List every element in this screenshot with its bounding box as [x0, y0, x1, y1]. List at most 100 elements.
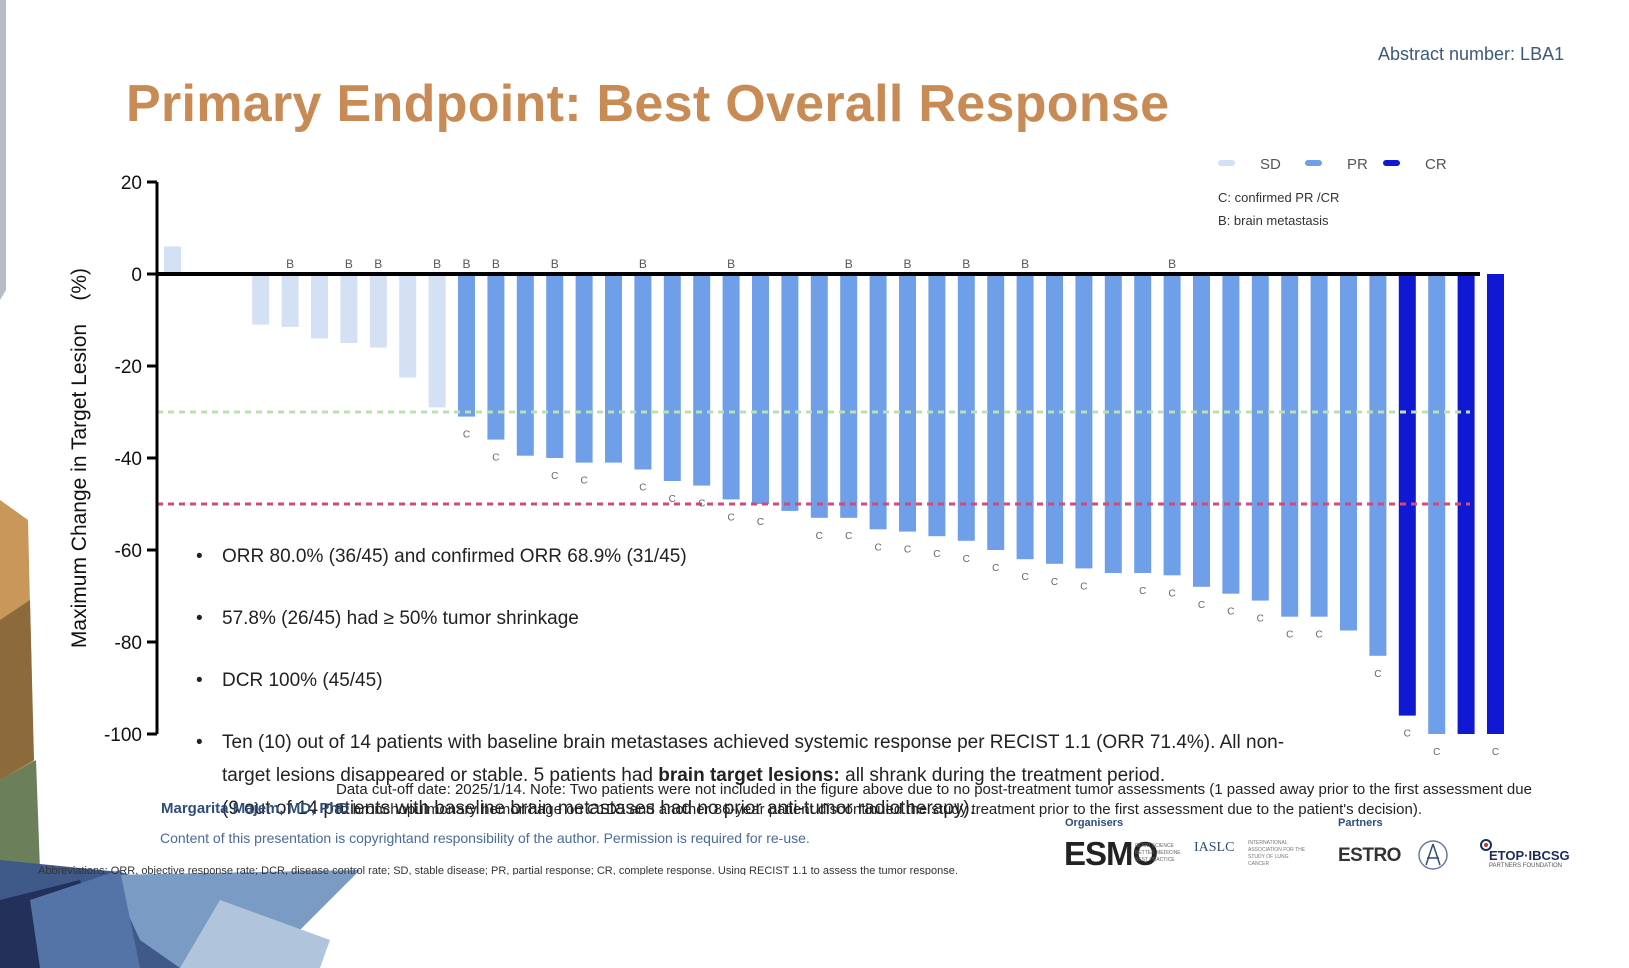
confirmed-marker-11: C — [463, 430, 470, 441]
confirmed-marker-44: C — [1433, 747, 1440, 758]
legend-note-2: B: brain metastasis — [1218, 213, 1329, 228]
bullet-brain-text-3: (9 out of 14 patients with baseline brai… — [222, 798, 976, 819]
confirmed-marker-17: C — [639, 483, 646, 494]
bar-34 — [1134, 274, 1152, 573]
y-tick-label--20: -20 — [115, 357, 142, 378]
bullet-shrinkage: 57.8% (26/45) had ≥ 50% tumor shrinkage — [196, 608, 1322, 630]
brain-marker-11: B — [462, 257, 470, 271]
chart-bars — [164, 246, 1504, 734]
esmo-logo-text: ESMO — [1064, 835, 1158, 872]
bullet-shrinkage-text: 57.8% (26/45) had ≥ 50% tumor shrinkage — [222, 608, 579, 629]
bullet-dcr-text: DCR 100% (45/45) — [222, 670, 383, 691]
bar-33 — [1104, 274, 1122, 573]
bar-30 — [1016, 274, 1034, 560]
bullet-brain-text-1: Ten (10) out of 14 patients with baselin… — [222, 732, 1285, 786]
y-tick-label--80: -80 — [115, 633, 142, 654]
summary-bullets: ORR 80.0% (36/45) and confirmed ORR 68.9… — [196, 546, 1322, 819]
bar-17 — [634, 274, 652, 470]
confirmed-marker-19: C — [698, 499, 705, 510]
bullet-brain-text-2: all shrank during the treatment period. — [839, 765, 1166, 786]
bar-39 — [1281, 274, 1299, 617]
bar-5 — [281, 274, 299, 327]
confirmed-marker-40: C — [1315, 630, 1322, 641]
brain-marker-14: B — [551, 257, 559, 271]
confirmed-marker-42: C — [1374, 669, 1381, 680]
etop-swirl-icon — [1480, 839, 1492, 851]
confirmed-marker-31: C — [1051, 577, 1058, 588]
esmo-logo: ESMO — [1064, 835, 1158, 873]
bar-22 — [781, 274, 799, 511]
bullet-dcr: DCR 100% (45/45) — [196, 670, 1322, 692]
confirmed-marker-24: C — [845, 531, 852, 542]
partner-emblem-icon — [1418, 840, 1448, 870]
bar-16 — [605, 274, 622, 463]
bar-42 — [1369, 274, 1387, 656]
confirmed-marker-39: C — [1286, 630, 1293, 641]
bar-27 — [928, 274, 946, 537]
confirmed-marker-29: C — [992, 563, 999, 574]
bar-11 — [458, 274, 475, 417]
confirmed-marker-30: C — [1021, 572, 1028, 583]
bar-40 — [1310, 274, 1328, 617]
brain-marker-24: B — [845, 257, 853, 271]
brain-marker-8: B — [374, 257, 382, 271]
chart-legend: SD PR CR C: confirmed PR /CR B: brain metast… — [1218, 156, 1447, 228]
confirmed-marker-32: C — [1080, 581, 1087, 592]
brain-marker-35: B — [1168, 257, 1176, 271]
bar-24 — [840, 274, 858, 518]
bar-36 — [1193, 274, 1210, 587]
confirmed-marker-14: C — [551, 471, 558, 482]
y-tick-label--60: -60 — [115, 541, 142, 562]
bar-21 — [752, 274, 769, 504]
y-tick-label-20: 20 — [121, 173, 142, 194]
bar-31 — [1046, 274, 1063, 564]
partners-label: Partners — [1338, 817, 1383, 829]
confirmed-marker-46: C — [1492, 747, 1499, 758]
bar-26 — [899, 274, 916, 532]
bullet-brain-text-bold: brain target lesions: — [658, 765, 840, 786]
data-cutoff-line-1: Data cut-off date: 2025/1/14. Note: Two … — [336, 781, 1532, 798]
data-cutoff-note: Data cut-off date: 2025/1/14. Note: Two … — [336, 780, 1532, 820]
bar-6 — [311, 274, 328, 339]
chart-axes — [147, 180, 1480, 736]
iaslc-logo: IASLC — [1194, 840, 1235, 855]
confirmed-marker-34: C — [1139, 586, 1146, 597]
y-axis-label: Maximum Change in Target Lesion (%) — [68, 268, 91, 648]
legend-note-1: C: confirmed PR /CR — [1218, 190, 1339, 205]
legend-swatch-cr — [1383, 160, 1400, 166]
legend-swatch-pr — [1305, 160, 1322, 166]
bullet-orr: ORR 80.0% (36/45) and confirmed ORR 68.9… — [196, 546, 1322, 568]
copyright-notice: Content of this presentation is copyrigh… — [160, 830, 810, 846]
brain-marker-12: B — [492, 257, 500, 271]
bar-23 — [810, 274, 828, 518]
brain-marker-30: B — [1021, 257, 1029, 271]
bar-14 — [546, 274, 564, 458]
bar-1 — [164, 246, 181, 274]
legend-swatch-sd — [1218, 160, 1235, 166]
brain-marker-7: B — [345, 257, 353, 271]
slide-title: Primary Endpoint: Best Overall Response — [126, 75, 1170, 133]
etop-ibcsg-logo: ETOP·IBCSG — [1489, 848, 1570, 863]
bar-28 — [957, 274, 975, 541]
confirmed-marker-20: C — [727, 512, 734, 523]
brain-marker-17: B — [639, 257, 647, 271]
abbreviations-note: Abbreviations: ORR, objective response r… — [38, 865, 958, 875]
etop-ibcsg-tagline: PARTNERS FOUNDATION — [1489, 863, 1563, 869]
bar-43 — [1398, 274, 1416, 716]
confirmed-marker-18: C — [669, 494, 676, 505]
bar-37 — [1222, 274, 1240, 594]
bar-46 — [1487, 274, 1504, 734]
confirmed-marker-15: C — [580, 476, 587, 487]
esmo-logo-tagline: GOOD SCIENCE BETTER MEDICINE BEST PRACTI… — [1135, 843, 1181, 863]
bar-20 — [722, 274, 740, 500]
y-tick-label-0: 0 — [131, 265, 142, 286]
bar-41 — [1340, 274, 1357, 631]
brain-marker-5: B — [286, 257, 294, 271]
bar-10 — [428, 274, 446, 408]
legend-label-sd: SD — [1260, 156, 1281, 173]
organisers-label: Organisers — [1065, 817, 1124, 829]
legend-label-cr: CR — [1425, 156, 1447, 173]
